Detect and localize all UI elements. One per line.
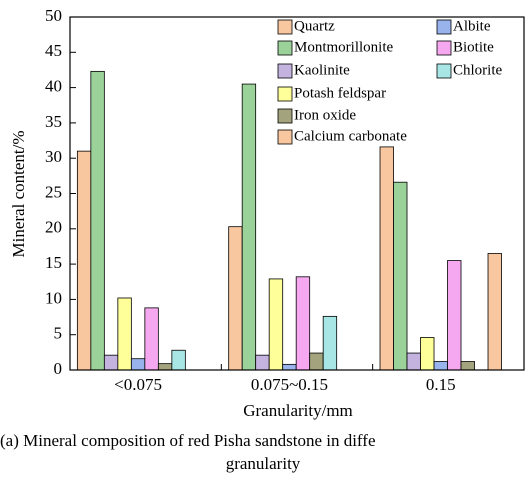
y-tick-label: 20 xyxy=(45,218,62,237)
legend-label: Chlorite xyxy=(453,62,503,78)
legend-label: Iron oxide xyxy=(294,107,356,123)
bar xyxy=(379,146,394,371)
bar xyxy=(241,83,257,371)
x-axis-label: Granularity/mm xyxy=(243,401,353,420)
legend-swatch xyxy=(277,63,293,79)
bar xyxy=(322,315,338,371)
bar xyxy=(420,337,435,371)
legend-label: Biotite xyxy=(453,39,494,55)
legend-swatch xyxy=(436,63,452,79)
y-axis-label: Mineral content/% xyxy=(9,131,28,258)
bar xyxy=(447,260,462,371)
legend-label: Albite xyxy=(453,18,491,34)
y-tick-label: 35 xyxy=(45,112,62,131)
legend-label: Calcium carbonate xyxy=(294,128,407,144)
legend-swatch xyxy=(277,86,293,102)
y-tick-label: 10 xyxy=(45,288,62,307)
bar xyxy=(309,352,324,371)
y-tick-label: 5 xyxy=(54,324,63,343)
bar xyxy=(487,253,502,371)
x-tick-label: 0.075~0.15 xyxy=(251,375,328,394)
y-tick-label: 0 xyxy=(54,359,63,378)
bar xyxy=(144,307,159,371)
bar xyxy=(460,361,475,371)
y-tick-label: 40 xyxy=(45,77,62,96)
bar xyxy=(433,361,448,371)
bar xyxy=(130,358,146,371)
bar xyxy=(76,150,92,371)
bar xyxy=(90,70,105,371)
bar xyxy=(117,297,132,371)
bar xyxy=(295,276,311,371)
bar xyxy=(268,278,284,371)
bar xyxy=(406,352,421,371)
legend-label: Quartz xyxy=(294,18,335,34)
y-tick-label: 50 xyxy=(45,6,62,25)
bar xyxy=(255,354,270,371)
legend-swatch xyxy=(277,19,293,35)
legend-swatch xyxy=(436,19,452,35)
bar xyxy=(157,363,173,371)
y-tick-label: 45 xyxy=(45,41,62,60)
x-tick-label: <0.075 xyxy=(114,375,162,394)
bar xyxy=(282,363,297,371)
bar xyxy=(103,354,119,371)
bar xyxy=(171,349,186,371)
y-tick-label: 25 xyxy=(45,182,62,201)
legend-swatch xyxy=(277,40,293,56)
y-tick-label: 30 xyxy=(45,147,62,166)
legend-label: Kaolinite xyxy=(294,62,350,78)
legend-swatch xyxy=(277,108,293,124)
legend-label: Montmorillonite xyxy=(294,39,394,55)
caption: granularity xyxy=(226,454,301,473)
caption: (a) Mineral composition of red Pisha san… xyxy=(0,431,376,450)
legend-label: Potash feldspar xyxy=(294,85,386,101)
bar xyxy=(393,181,408,371)
legend-swatch xyxy=(277,129,293,145)
plot-frame xyxy=(69,16,525,371)
legend-swatch xyxy=(436,40,452,56)
y-tick-label: 15 xyxy=(45,253,62,272)
bar xyxy=(228,226,243,371)
x-tick-label: 0.15 xyxy=(426,375,456,394)
